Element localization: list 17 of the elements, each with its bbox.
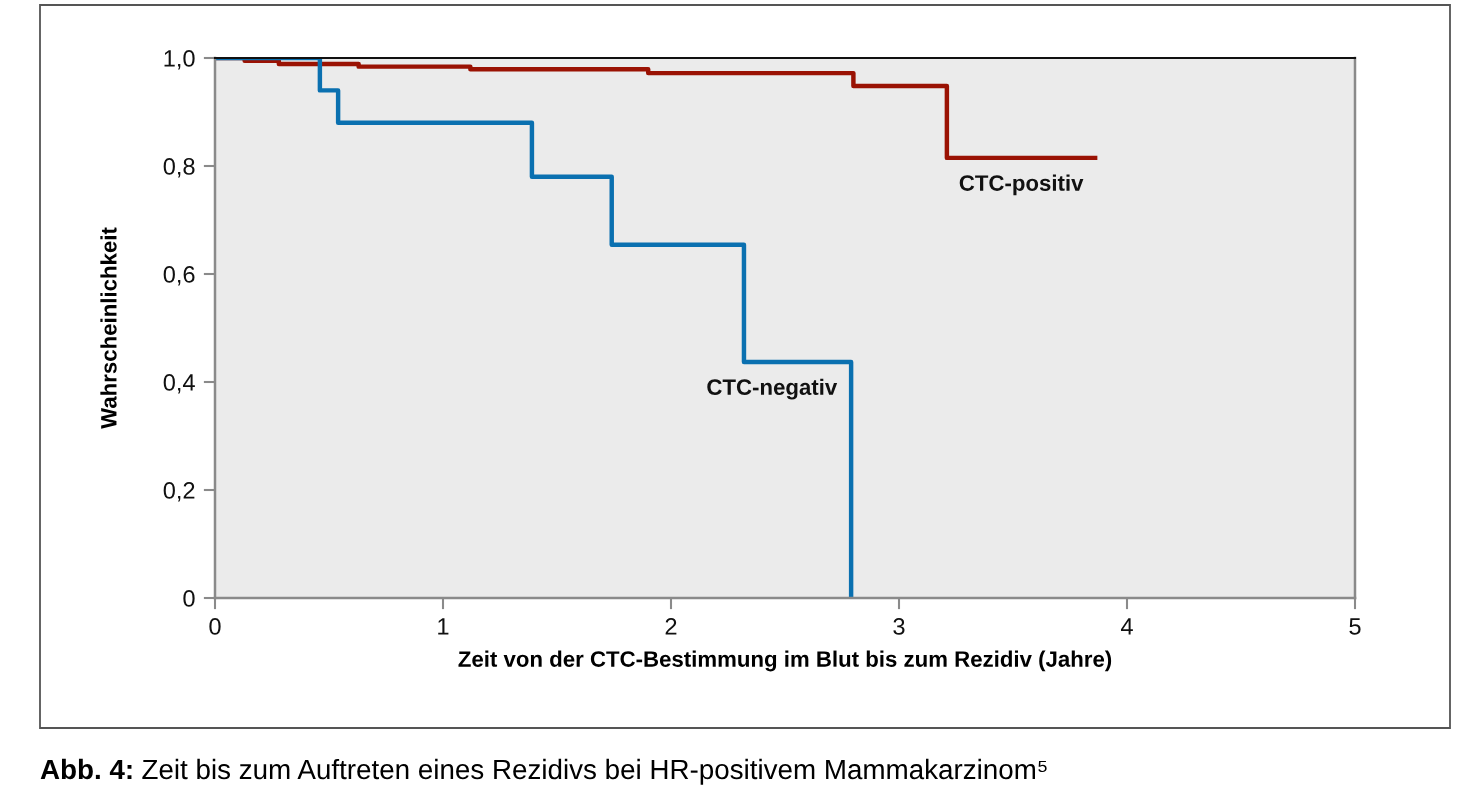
series-label: CTC-positiv <box>959 174 1084 196</box>
y-tick-label: 1,0 <box>164 50 195 70</box>
y-tick-label: 0 <box>183 590 195 607</box>
y-tick-label: 0,6 <box>163 266 195 286</box>
x-axis-title: Zeit von der CTC-Bestimmung im Blut bis zum Rezidiv (Jahre) <box>458 650 1112 672</box>
caption: Abb. 4: Zeit bis zum Auftreten eines Rezidivs bei HR-positivem Mammakarzinom⁵ <box>40 758 1047 785</box>
x-tick-label: 0 <box>209 618 221 635</box>
y-tick-label: 0,8 <box>163 158 195 178</box>
y-tick-label: 0,2 <box>163 482 195 502</box>
x-tick-label: 1 <box>438 618 449 635</box>
y-axis-title: Wahrscheinlichkeit <box>100 227 117 429</box>
x-tick-label: 5 <box>1349 618 1361 635</box>
x-tick-label: 2 <box>665 618 677 635</box>
x-tick-label: 3 <box>893 618 905 635</box>
series-label: CTC-negativ <box>707 378 838 400</box>
x-tick-label: 4 <box>1120 618 1133 635</box>
y-tick-label: 0,4 <box>163 374 195 394</box>
